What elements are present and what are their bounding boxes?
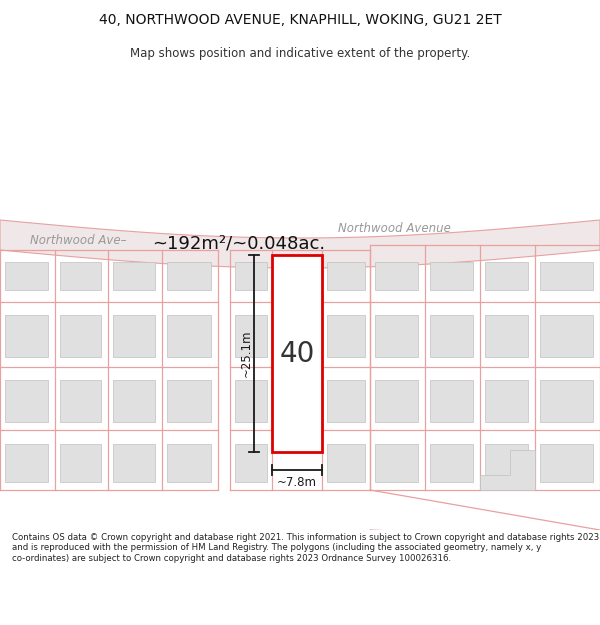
Bar bbox=[430, 444, 473, 482]
Bar bbox=[375, 315, 418, 357]
Bar bbox=[540, 380, 593, 422]
Bar bbox=[167, 262, 211, 290]
Bar bbox=[540, 262, 593, 290]
Bar bbox=[375, 444, 418, 482]
Bar bbox=[113, 444, 155, 482]
Bar bbox=[60, 444, 101, 482]
Bar bbox=[60, 315, 101, 357]
Bar bbox=[113, 315, 155, 357]
Bar bbox=[60, 380, 101, 422]
Text: 40, NORTHWOOD AVENUE, KNAPHILL, WOKING, GU21 2ET: 40, NORTHWOOD AVENUE, KNAPHILL, WOKING, … bbox=[98, 13, 502, 27]
Bar bbox=[430, 315, 473, 357]
Text: Northwood Avenue: Northwood Avenue bbox=[338, 221, 451, 234]
Bar bbox=[235, 444, 267, 482]
Bar bbox=[235, 380, 267, 422]
Bar bbox=[485, 262, 528, 290]
Bar bbox=[485, 315, 528, 357]
Bar bbox=[430, 262, 473, 290]
Bar bbox=[5, 444, 48, 482]
Bar bbox=[485, 380, 528, 422]
Bar bbox=[5, 315, 48, 357]
Text: 40: 40 bbox=[280, 339, 314, 367]
Bar bbox=[113, 380, 155, 422]
Text: Map shows position and indicative extent of the property.: Map shows position and indicative extent… bbox=[130, 48, 470, 61]
Bar bbox=[113, 262, 155, 290]
Bar bbox=[375, 262, 418, 290]
Bar bbox=[235, 315, 267, 357]
Bar bbox=[540, 444, 593, 482]
Bar bbox=[485, 444, 528, 482]
Bar bbox=[235, 262, 267, 290]
Bar bbox=[167, 444, 211, 482]
Bar bbox=[5, 262, 48, 290]
Polygon shape bbox=[0, 220, 600, 268]
Bar bbox=[272, 255, 322, 452]
Text: Contains OS data © Crown copyright and database right 2021. This information is : Contains OS data © Crown copyright and d… bbox=[12, 533, 599, 562]
Bar bbox=[375, 380, 418, 422]
Bar bbox=[167, 380, 211, 422]
Bar bbox=[5, 380, 48, 422]
Bar bbox=[327, 444, 365, 482]
Text: ~25.1m: ~25.1m bbox=[239, 330, 253, 378]
Text: ~192m²/~0.048ac.: ~192m²/~0.048ac. bbox=[152, 234, 325, 252]
Text: ~7.8m: ~7.8m bbox=[277, 476, 317, 489]
Bar bbox=[327, 315, 365, 357]
Bar bbox=[327, 380, 365, 422]
Bar bbox=[60, 262, 101, 290]
Text: Northwood Ave–: Northwood Ave– bbox=[30, 234, 127, 246]
Bar bbox=[540, 315, 593, 357]
Bar bbox=[167, 315, 211, 357]
Bar bbox=[327, 262, 365, 290]
Bar bbox=[430, 380, 473, 422]
Polygon shape bbox=[480, 450, 535, 490]
